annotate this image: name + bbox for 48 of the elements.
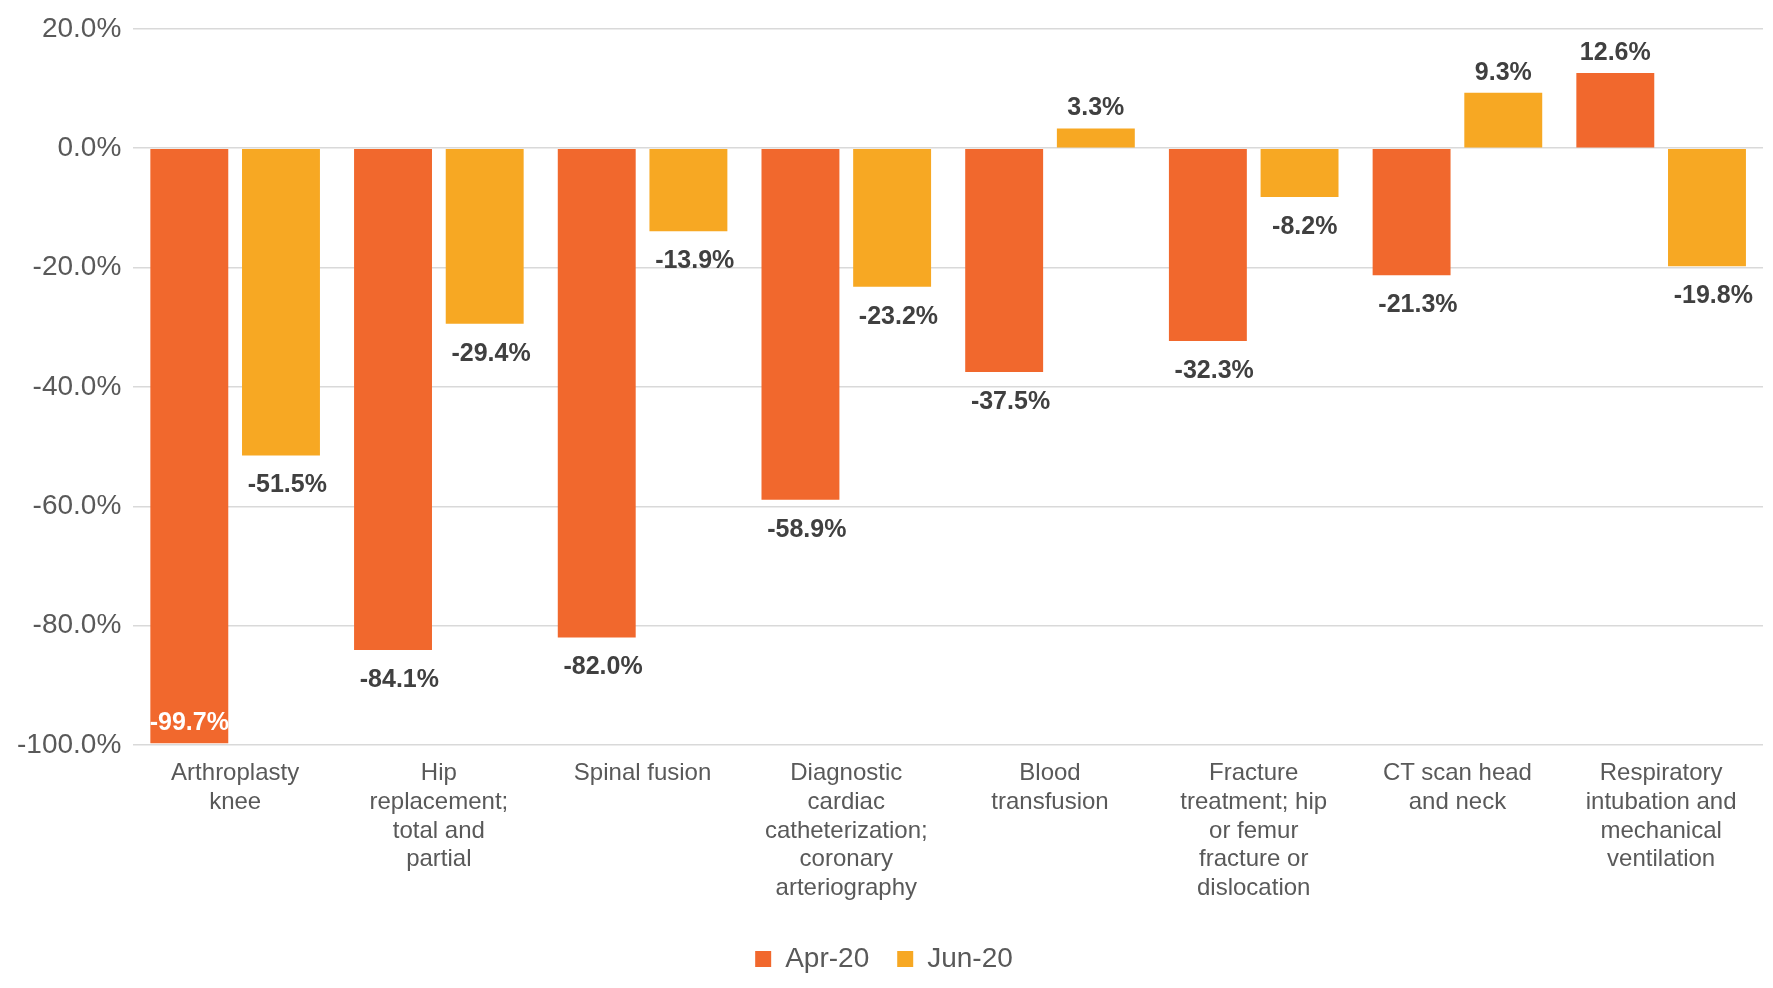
bar — [1464, 92, 1543, 148]
bar — [761, 148, 840, 500]
data-label: 9.3% — [1474, 56, 1532, 85]
bar — [649, 148, 728, 232]
x-tick-label: CT scan head and neck — [1382, 758, 1532, 814]
data-label: -32.3% — [1174, 354, 1254, 383]
data-label: -8.2% — [1272, 211, 1338, 239]
x-tick-label: Blood transfusion — [991, 758, 1109, 814]
y-tick-label: -80.0% — [32, 608, 122, 640]
x-tick-label: Respiratory intubation and mechanical ventilation — [1585, 758, 1737, 872]
bar — [1668, 148, 1746, 267]
y-tick-label: 0.0% — [57, 130, 122, 162]
data-label: -23.2% — [858, 300, 939, 329]
data-label: 12.6% — [1579, 36, 1651, 65]
data-label: -21.3% — [1378, 289, 1458, 318]
y-tick-label: -100.0% — [16, 727, 122, 759]
y-tick-label: -40.0% — [32, 369, 122, 401]
y-tick-label: 20.0% — [41, 11, 122, 43]
data-label: -29.4% — [451, 337, 531, 366]
x-tick-label: Arthroplasty knee — [171, 758, 300, 814]
bar — [1576, 72, 1655, 148]
bar — [965, 148, 1044, 372]
y-tick-label: -20.0% — [32, 250, 122, 282]
legend-label: Apr-20 — [785, 941, 870, 973]
x-tick-label: Hip replacement; total and partial — [369, 758, 509, 872]
data-label: 3.3% — [1067, 92, 1125, 121]
data-label: -82.0% — [563, 651, 643, 680]
data-label: -13.9% — [655, 245, 735, 274]
legend-label: Jun-20 — [927, 941, 1013, 973]
bar — [445, 148, 524, 324]
bar — [150, 148, 229, 744]
x-tick-label: Fracture treatment; hip or femur fracture or dislocation — [1180, 758, 1328, 901]
data-label: -84.1% — [359, 663, 439, 692]
bar — [1260, 148, 1339, 198]
data-label: -37.5% — [970, 385, 1051, 414]
bar — [1168, 148, 1247, 341]
x-tick-label: Diagnostic cardiac catheterization; coronary arteriography — [764, 758, 928, 901]
x-tick-label: Spinal fusion — [573, 758, 712, 786]
data-label: -51.5% — [247, 469, 327, 498]
bar — [1056, 128, 1135, 148]
y-tick-label: -60.0% — [32, 488, 122, 520]
bar — [1372, 148, 1451, 276]
bar — [853, 148, 932, 287]
bar — [557, 148, 636, 638]
data-label: -58.9% — [767, 513, 847, 542]
bar — [242, 148, 320, 456]
data-label: -19.8% — [1673, 280, 1753, 309]
bar — [354, 148, 432, 651]
